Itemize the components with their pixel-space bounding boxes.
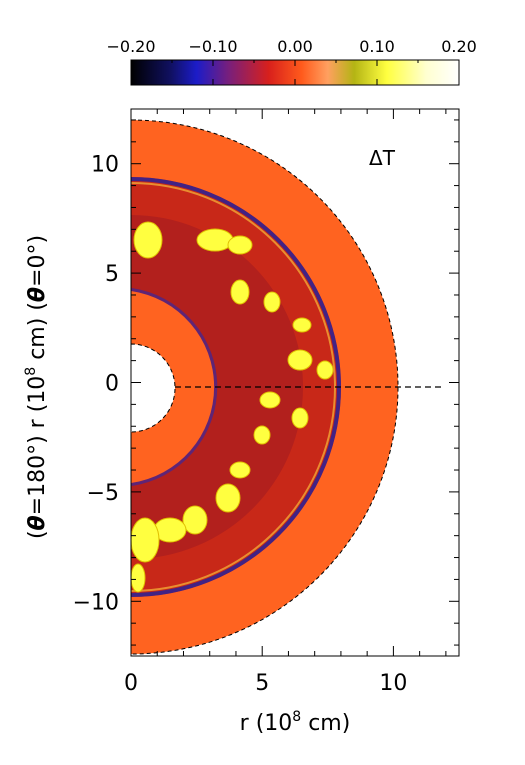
x-tick-label: 5 (255, 671, 269, 696)
plume (131, 563, 146, 593)
central-void (131, 343, 176, 433)
colorbar: −0.20 −0.10 0.00 0.10 0.20 (106, 37, 477, 86)
plumes (131, 221, 334, 593)
x-tick-label: 0 (124, 671, 138, 696)
plume (292, 317, 312, 333)
y-axis-label-theta2: θ (25, 287, 50, 302)
x-axis-label-post: cm) (301, 711, 350, 736)
annotation-delta-t: ΔT (369, 146, 396, 170)
y-axis-label-d: =0°) (25, 235, 50, 287)
x-axis-label-exp: 8 (292, 709, 301, 725)
y-axis-label-a: ( (25, 530, 50, 539)
y-tick-label: 10 (91, 153, 119, 178)
plume (291, 407, 309, 429)
plume (316, 360, 334, 380)
plume (287, 349, 313, 371)
y-axis-label-group: (θ=180°) r (108 cm) (θ=0°) (23, 235, 50, 539)
colorbar-tick-label: 0.00 (277, 37, 313, 56)
y-axis-label-b: =180°) r (10 (25, 376, 50, 516)
y-tick-label: 0 (105, 372, 119, 397)
colorbar-tick-label: 0.20 (441, 37, 477, 56)
plume (215, 483, 241, 513)
plume (133, 221, 163, 259)
plume (253, 425, 271, 445)
y-axis-label: (θ=180°) r (108 cm) (θ=0°) (23, 235, 50, 539)
y-tick-label: −5 (87, 481, 119, 506)
colorbar-tick-label: −0.10 (188, 37, 237, 56)
y-tick-label: −10 (73, 590, 119, 615)
plume (227, 235, 253, 255)
colorbar-tick-label: −0.20 (106, 37, 155, 56)
plume (182, 505, 208, 535)
y-axis-label-exp: 8 (23, 367, 39, 376)
colorbar-tick-label: 0.10 (359, 37, 395, 56)
y-axis-label-theta1: θ (25, 515, 50, 530)
plume (196, 228, 234, 252)
plume (131, 517, 160, 563)
outer-boundary-line (131, 119, 399, 655)
x-axis-label: r (108 cm) (240, 709, 351, 736)
plume (259, 391, 281, 409)
x-axis-label-pre: r (10 (240, 711, 293, 736)
plume (230, 279, 250, 305)
colorbar-ticks: −0.20 −0.10 0.00 0.10 0.20 (106, 37, 477, 85)
y-axis-label-c: cm) ( (25, 302, 50, 367)
axis-ticks: 0 5 10 −10 −5 0 5 10 (73, 109, 459, 696)
x-tick-label: 10 (379, 671, 407, 696)
plot-area: 0 5 10 −10 −5 0 5 10 ΔT (73, 108, 460, 696)
plume (263, 291, 281, 313)
plume (229, 461, 251, 479)
y-tick-label: 5 (105, 262, 119, 287)
